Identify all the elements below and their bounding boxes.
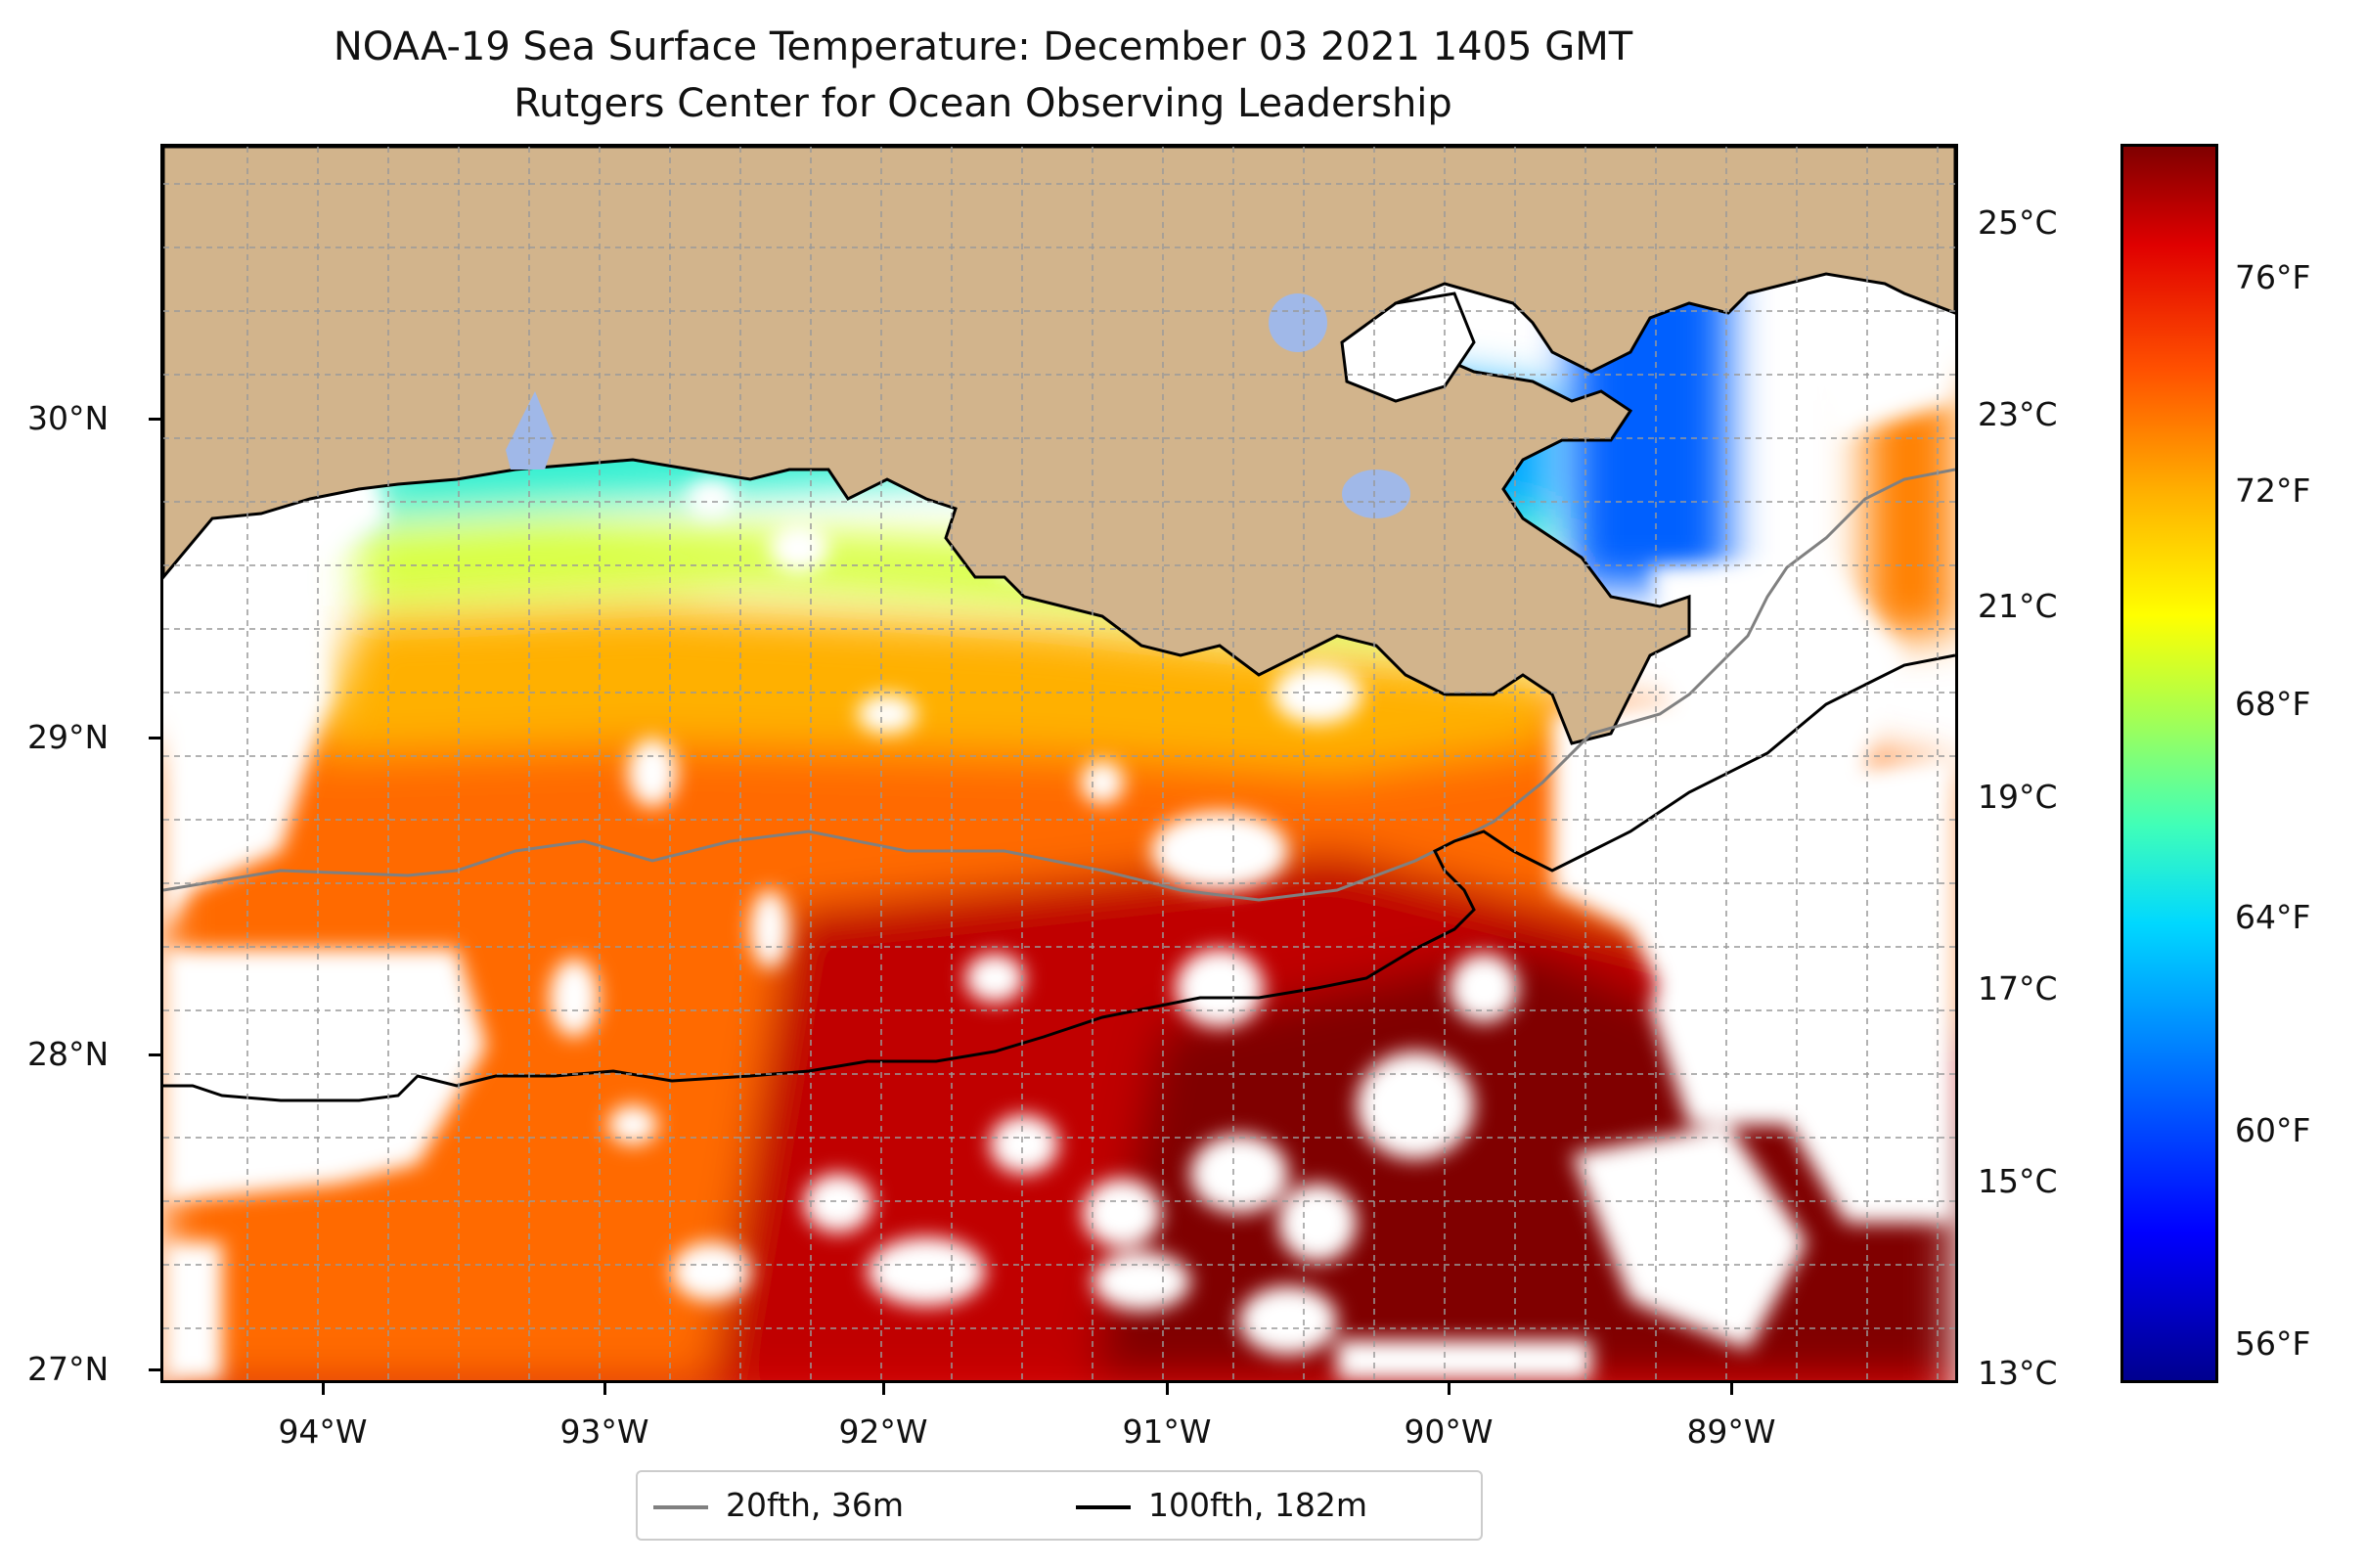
colorbar-celsius-label: 25°C xyxy=(1978,203,2058,242)
lat-label-30n: 30°N xyxy=(27,399,110,437)
colorbar-celsius-label: 17°C xyxy=(1978,969,2058,1008)
lon-label-90w: 90°W xyxy=(1404,1412,1494,1451)
lat-label-28n: 28°N xyxy=(27,1035,110,1073)
colorbar-celsius-label: 15°C xyxy=(1978,1162,2058,1200)
isobath-100fth xyxy=(163,653,1955,1102)
isobath-20fth xyxy=(163,468,1955,902)
sst-map-canvas xyxy=(163,147,1955,1380)
lat-label-27n: 27°N xyxy=(27,1350,110,1388)
lon-label-93w: 93°W xyxy=(559,1412,649,1451)
lon-tick xyxy=(1166,1383,1169,1395)
map-subtitle: Rutgers Center for Ocean Observing Leade… xyxy=(513,81,1452,126)
lon-tick xyxy=(1448,1383,1450,1395)
colorbar-fahrenheit-label: 64°F xyxy=(2235,898,2311,936)
lon-label-94w: 94°W xyxy=(278,1412,368,1451)
lat-tick xyxy=(149,737,160,739)
colorbar-fahrenheit-label: 56°F xyxy=(2235,1324,2311,1363)
legend-swatch-20fth xyxy=(653,1505,708,1509)
lon-tick xyxy=(603,1383,606,1395)
colorbar xyxy=(2120,144,2218,1383)
lon-tick xyxy=(882,1383,885,1395)
lon-label-92w: 92°W xyxy=(838,1412,928,1451)
cloud-mask xyxy=(163,303,1955,1380)
colorbar-fahrenheit-label: 60°F xyxy=(2235,1111,2311,1149)
legend-swatch-100fth xyxy=(1076,1505,1131,1509)
isobath-legend: 20fth, 36m 100fth, 182m xyxy=(636,1470,1483,1541)
lat-tick xyxy=(149,1368,160,1371)
lat-tick xyxy=(149,418,160,421)
lon-label-91w: 91°W xyxy=(1122,1412,1212,1451)
colorbar-fahrenheit-label: 76°F xyxy=(2235,258,2311,296)
land-mass xyxy=(163,147,1955,745)
legend-label-100fth: 100fth, 182m xyxy=(1148,1486,1367,1524)
map-grid xyxy=(163,147,1955,1380)
sst-map xyxy=(160,144,1958,1383)
legend-label-20fth: 20fth, 36m xyxy=(726,1486,904,1524)
colorbar-fahrenheit-label: 72°F xyxy=(2235,471,2311,510)
map-title: NOAA-19 Sea Surface Temperature: Decembe… xyxy=(333,24,1633,69)
colorbar-celsius-label: 21°C xyxy=(1978,587,2058,625)
lat-tick xyxy=(149,1053,160,1056)
lon-label-89w: 89°W xyxy=(1686,1412,1776,1451)
lon-tick xyxy=(322,1383,325,1395)
lon-tick xyxy=(1730,1383,1733,1395)
colorbar-celsius-label: 13°C xyxy=(1978,1354,2058,1392)
colorbar-fahrenheit-label: 68°F xyxy=(2235,685,2311,723)
colorbar-celsius-label: 19°C xyxy=(1978,778,2058,816)
colorbar-celsius-label: 23°C xyxy=(1978,395,2058,433)
lat-label-29n: 29°N xyxy=(27,718,110,756)
lakes xyxy=(506,293,1410,518)
